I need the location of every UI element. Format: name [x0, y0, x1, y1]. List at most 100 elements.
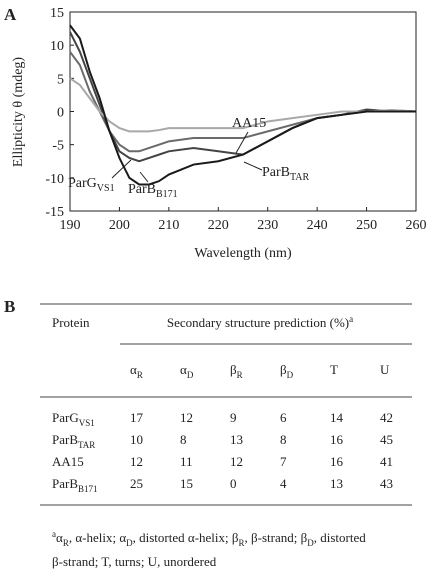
y-tick-label: -10 [45, 172, 64, 187]
text-run: D [187, 370, 194, 380]
table-cell: 9 [230, 410, 237, 425]
text-run: α [180, 362, 187, 377]
text-run: TAR [290, 172, 310, 183]
text-run: ParB [128, 182, 156, 197]
text-run: ParB [52, 476, 78, 491]
table-cell: 12 [180, 410, 193, 425]
table-cell: 45 [380, 432, 393, 447]
table-cell: 13 [230, 432, 243, 447]
text-run: R [239, 538, 245, 548]
text-run: R [237, 370, 243, 380]
text-run: α [130, 362, 137, 377]
text-run: ParG [52, 410, 79, 425]
text-run: R [137, 370, 143, 380]
table-cell: 8 [180, 432, 187, 447]
annotation-arrow [139, 171, 149, 183]
text-run: B171 [78, 484, 98, 494]
text-run: , distorted [314, 530, 366, 545]
text-run: VS1 [97, 183, 115, 194]
table-cell: 14 [330, 410, 344, 425]
series-label: AA15 [232, 116, 266, 131]
table-cell: 11 [180, 454, 193, 469]
x-tick-label: 220 [208, 218, 229, 233]
text-run: Protein [52, 315, 90, 330]
table-cell: 12 [230, 454, 243, 469]
text-run: α [56, 530, 63, 545]
text-run: a [349, 314, 353, 324]
table-cell: 42 [380, 410, 393, 425]
text-run: T [330, 362, 338, 377]
text-run: VS1 [79, 418, 95, 428]
panel-label: A [4, 5, 17, 24]
table-cell: 6 [280, 410, 287, 425]
data-line [69, 51, 417, 153]
y-axis-label: Ellipticity θ (mdeg) [11, 57, 26, 167]
table-cell: 16 [330, 432, 344, 447]
text-run: , distorted α-helix; β [133, 530, 239, 545]
column-header: αD [180, 362, 194, 380]
y-tick-label: 0 [57, 106, 64, 121]
y-tick-label: 10 [50, 39, 64, 54]
text-run: TAR [78, 440, 95, 450]
panel-label: B [4, 297, 15, 316]
text-run: D [126, 538, 133, 548]
footnote: β-strand; T, turns; U, unordered [52, 554, 217, 569]
row-label: AA15 [52, 454, 84, 469]
table-cell: 12 [130, 454, 143, 469]
text-run: AA15 [232, 116, 266, 131]
text-run: ParB [262, 165, 290, 180]
table-cell: 43 [380, 476, 393, 491]
annotation-arrow [243, 161, 263, 171]
table-cell: 4 [280, 476, 287, 491]
text-run: D [307, 538, 314, 548]
row-label: ParBB171 [52, 476, 98, 494]
text-run: a [52, 529, 56, 539]
column-header: T [330, 362, 338, 377]
table-cell: 17 [130, 410, 144, 425]
table-cell: 41 [380, 454, 393, 469]
footnote: aαR, α-helix; αD, distorted α-helix; βR,… [52, 529, 366, 548]
x-tick-label: 210 [158, 218, 179, 233]
row-label: ParBTAR [52, 432, 95, 450]
x-tick-label: 240 [307, 218, 328, 233]
table-cell: 8 [280, 432, 287, 447]
table-cell: 16 [330, 454, 344, 469]
table-header: Secondary structure prediction (%)a [167, 314, 353, 330]
table-cell: 13 [330, 476, 343, 491]
data-line [69, 77, 417, 133]
column-header: αR [130, 362, 143, 380]
table-header: Protein [52, 315, 90, 330]
table-cell: 15 [180, 476, 193, 491]
y-tick-label: -15 [45, 205, 64, 220]
table-cell: 10 [130, 432, 143, 447]
text-run: ParB [52, 432, 78, 447]
x-tick-label: 230 [257, 218, 278, 233]
column-header: βD [280, 362, 294, 380]
y-tick-label: 15 [50, 6, 64, 21]
series-label: ParGVS1 [68, 176, 115, 194]
series-label: ParBB171 [128, 182, 178, 200]
text-run: R [63, 538, 69, 548]
annotation-arrow [111, 159, 132, 179]
x-axis-label: Wavelength (nm) [194, 246, 292, 261]
text-run: Secondary structure prediction (%) [167, 315, 349, 330]
text-run: β-strand; T, turns; U, unordered [52, 554, 217, 569]
x-tick-label: 190 [60, 218, 81, 233]
table-cell: 7 [280, 454, 287, 469]
x-tick-label: 250 [356, 218, 377, 233]
column-header: U [380, 362, 390, 377]
text-run: B171 [156, 189, 178, 200]
x-tick-label: 200 [109, 218, 130, 233]
table-cell: 25 [130, 476, 143, 491]
series-label: ParBTAR [262, 165, 310, 183]
data-line [69, 24, 416, 186]
data-line [69, 31, 416, 163]
table-cell: 0 [230, 476, 237, 491]
text-run: AA15 [52, 454, 84, 469]
y-tick-label: -5 [52, 139, 64, 154]
text-run: D [287, 370, 294, 380]
text-run: U [380, 362, 390, 377]
y-tick-label: 5 [57, 72, 64, 87]
text-run: β [230, 362, 237, 377]
